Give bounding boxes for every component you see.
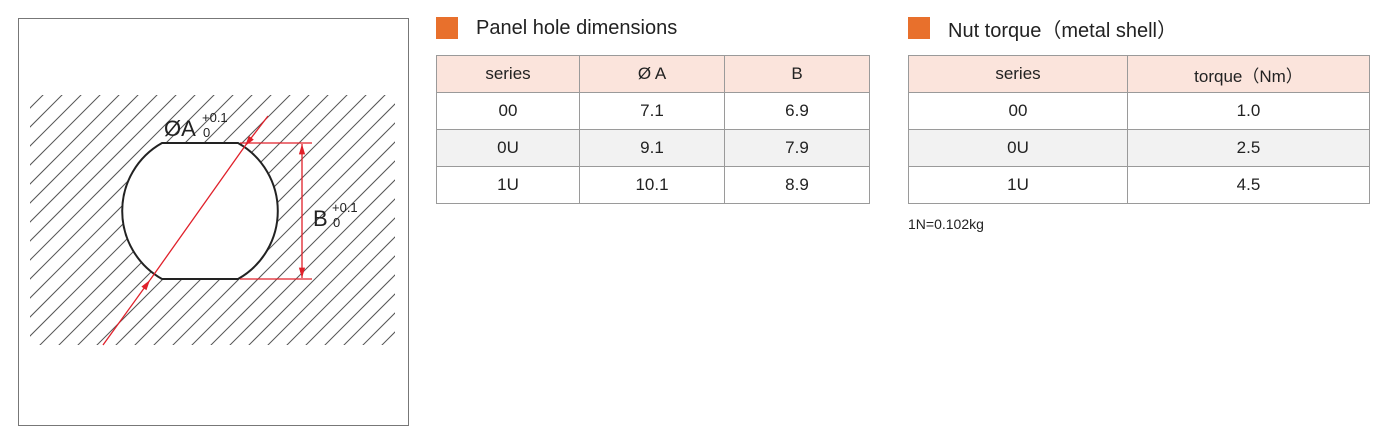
- hatching: [0, 40, 410, 400]
- table-cell: 6.9: [724, 92, 870, 130]
- hatch-line: [305, 255, 395, 345]
- tolerance-upper: +0.1: [332, 200, 358, 215]
- hatch-line: [30, 95, 272, 337]
- table-cell: 1.0: [1127, 92, 1370, 130]
- hatch-line: [39, 95, 291, 345]
- hatch-line: [30, 95, 234, 299]
- hatch-line: [30, 95, 44, 109]
- hatch-line: [30, 95, 63, 128]
- width-label: B: [313, 206, 328, 231]
- hatch-line: [324, 274, 395, 345]
- hatch-line: [362, 312, 395, 345]
- table-row: 1U 4.5: [908, 166, 1370, 204]
- table-cell: 1U: [436, 166, 580, 204]
- hatch-line: [0, 40, 79, 400]
- hatch-line: [210, 160, 395, 345]
- section-title: Panel hole dimensions: [476, 16, 678, 39]
- hatch-line: [96, 95, 348, 345]
- hatch-line: [267, 217, 395, 345]
- table-cell: 0U: [436, 129, 580, 167]
- hatch-line: [30, 95, 158, 223]
- header-cell: series: [908, 55, 1128, 93]
- hole-outline: [121, 142, 279, 280]
- frame: [18, 18, 409, 426]
- table-cell: 4.5: [1127, 166, 1370, 204]
- note: 1N=0.102kg: [908, 216, 984, 232]
- table: series torque（Nm） 00 1.0 0U 2.5 1U 4.5: [908, 55, 1370, 204]
- section-title: Nut torque（metal shell）: [948, 19, 1177, 42]
- table-row: 0U 2.5: [908, 129, 1370, 167]
- hatch-line: [30, 95, 215, 280]
- dim-line: [244, 115, 269, 147]
- hatch-line: [153, 103, 395, 345]
- header-cell: Ø A: [579, 55, 725, 93]
- table-cell: 00: [908, 92, 1128, 130]
- hatch-line: [191, 141, 395, 345]
- section-header: Nut torque（metal shell）: [908, 14, 1370, 42]
- table-cell: 8.9: [724, 166, 870, 204]
- table-cell: 00: [436, 92, 580, 130]
- table-row: 0U 9.1 7.9: [436, 129, 870, 167]
- hatch-line: [30, 95, 139, 204]
- table-cell: 0U: [908, 129, 1128, 167]
- hatch-line: [343, 293, 395, 345]
- diagram: ØA 0 +0.1 B 0 +0.1: [0, 18, 410, 426]
- hatch-line: [365, 40, 410, 400]
- hatch-line: [115, 95, 367, 345]
- hatch-line: [248, 198, 395, 345]
- hatch-line: [172, 122, 395, 345]
- table-row: 00 7.1 6.9: [436, 92, 870, 130]
- header-cell: torque（Nm）: [1127, 55, 1370, 93]
- hole-label: ØA: [164, 116, 196, 141]
- table: series Ø A B 00 7.1 6.9 0U 9.1 7.9 1U 10.1 8.9: [436, 55, 870, 204]
- hatch-line: [384, 40, 410, 400]
- panel-section: Panel hole dimensions series Ø A B 00 7.1 6.9…: [436, 14, 870, 204]
- hatch-line: [30, 95, 196, 261]
- hatch-line: [286, 236, 395, 345]
- hatch-line: [381, 331, 395, 345]
- header-cell: B: [724, 55, 870, 93]
- header-row: series torque（Nm）: [908, 55, 1370, 93]
- hatch-line: [30, 95, 177, 242]
- table-cell: 9.1: [579, 129, 725, 167]
- dim-line: [149, 145, 246, 281]
- table-cell: 10.1: [579, 166, 725, 204]
- table-cell: 7.9: [724, 129, 870, 167]
- hatch-line: [77, 95, 329, 345]
- table-cell: 2.5: [1127, 129, 1370, 167]
- hatch-line: [134, 95, 386, 345]
- tolerance-upper: +0.1: [202, 110, 228, 125]
- dim-line: [102, 279, 151, 346]
- torque-section: Nut torque（metal shell） series torque（Nm）…: [908, 14, 1370, 232]
- hatch-line: [58, 95, 310, 345]
- tolerance-lower: 0: [203, 125, 210, 140]
- table-cell: 1U: [908, 166, 1128, 204]
- hatch-line: [30, 95, 120, 185]
- tolerance-lower: 0: [333, 215, 340, 230]
- table-cell: 7.1: [579, 92, 725, 130]
- table-row: 00 1.0: [908, 92, 1370, 130]
- header-cell: series: [436, 55, 580, 93]
- table-row: 1U 10.1 8.9: [436, 166, 870, 204]
- hatch-line: [30, 95, 101, 166]
- section-header: Panel hole dimensions: [436, 14, 870, 42]
- hatch-line: [229, 179, 395, 345]
- hatch-line: [30, 95, 82, 147]
- bullet: [908, 17, 930, 39]
- hatch-line: [30, 95, 253, 318]
- bullet: [436, 17, 458, 39]
